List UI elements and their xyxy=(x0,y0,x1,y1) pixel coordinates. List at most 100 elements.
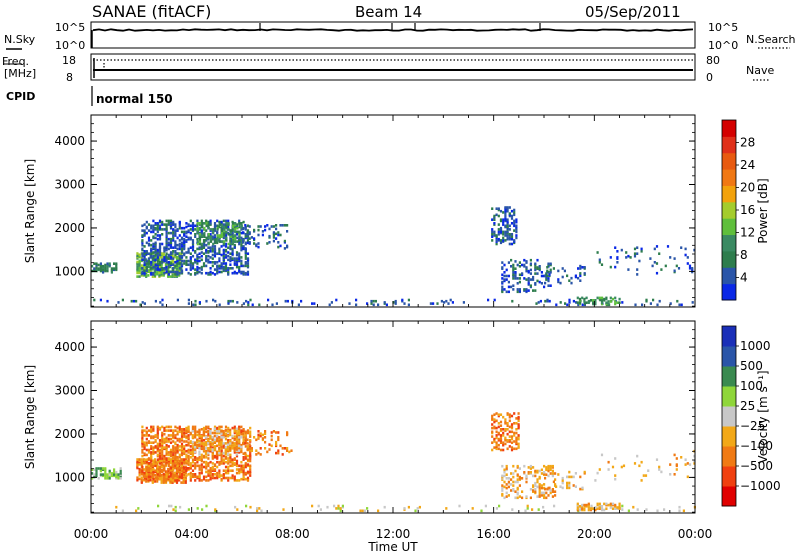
cpid-label: CPID xyxy=(6,90,35,103)
echo-cell xyxy=(618,507,621,510)
echo-cell xyxy=(407,505,410,509)
echo-cell xyxy=(518,288,521,291)
echo-cell xyxy=(201,234,204,237)
echo-cell xyxy=(196,507,199,510)
echo-cell xyxy=(275,443,278,446)
echo-cell xyxy=(515,236,518,240)
echo-cell xyxy=(106,477,109,480)
echo-cell xyxy=(189,264,192,268)
echo-cell xyxy=(506,412,509,415)
echo-cell xyxy=(514,496,517,500)
echo-cell xyxy=(366,302,369,305)
echo-cell xyxy=(227,426,230,430)
echo-cell xyxy=(147,448,151,452)
echo-cell xyxy=(187,428,190,431)
echo-cell xyxy=(171,470,174,473)
echo-cell xyxy=(191,447,195,451)
echo-cell xyxy=(207,241,210,245)
echo-cell xyxy=(189,440,192,443)
echo-cell xyxy=(185,225,188,229)
echo-cell xyxy=(513,447,516,451)
echo-cell xyxy=(238,230,241,234)
echo-cell xyxy=(238,425,241,429)
echo-cell xyxy=(636,252,639,255)
echo-cell xyxy=(502,236,505,240)
echo-cell xyxy=(545,496,548,500)
echo-cell xyxy=(161,298,164,302)
echo-cell xyxy=(568,301,571,304)
echo-cell xyxy=(503,279,506,283)
echo-cell xyxy=(231,222,235,225)
echo-cell xyxy=(545,272,548,275)
echo-cell xyxy=(226,453,230,456)
echo-cell xyxy=(561,267,564,270)
echo-cell xyxy=(513,219,516,223)
echo-cell xyxy=(502,220,505,224)
echo-cell xyxy=(523,277,526,280)
echo-cell xyxy=(523,258,526,262)
colorbar-segment xyxy=(722,426,736,447)
echo-cell xyxy=(141,270,144,274)
echo-cell xyxy=(143,261,146,264)
echo-cell xyxy=(503,496,506,500)
echo-cell xyxy=(165,248,168,252)
echo-cell xyxy=(233,435,236,438)
echo-cell xyxy=(587,502,590,506)
echo-cell xyxy=(183,477,186,481)
echo-cell xyxy=(165,425,168,429)
echo-cell xyxy=(153,480,157,483)
echo-cell xyxy=(534,268,537,272)
echo-cell xyxy=(200,442,203,445)
echo-cell xyxy=(238,479,241,482)
echo-cell xyxy=(180,254,184,258)
echo-cell xyxy=(153,458,157,461)
echo-cell xyxy=(224,269,228,273)
echo-cell xyxy=(532,278,535,281)
echo-cell xyxy=(207,246,210,249)
echo-cell xyxy=(174,456,177,459)
echo-cell xyxy=(176,262,179,265)
echo-cell xyxy=(154,469,157,472)
echo-cell xyxy=(173,255,176,259)
echo-cell xyxy=(209,235,213,238)
echo-cell xyxy=(218,303,221,307)
echo-cell xyxy=(187,247,190,251)
echo-cell xyxy=(447,302,450,305)
echo-cell xyxy=(653,261,656,264)
echo-cell xyxy=(551,488,554,491)
echo-cell xyxy=(557,278,560,281)
echo-cell xyxy=(187,298,190,302)
echo-cell xyxy=(514,277,517,280)
echo-cell xyxy=(534,474,537,478)
echo-cell xyxy=(200,479,203,482)
echo-cell xyxy=(337,504,340,508)
echo-cell xyxy=(216,471,219,475)
echo-cell xyxy=(566,484,569,487)
echo-cell xyxy=(140,257,143,260)
echo-cell xyxy=(165,268,168,271)
echo-cell xyxy=(517,419,520,423)
echo-cell xyxy=(147,239,151,242)
echo-cell xyxy=(268,227,271,231)
echo-cell xyxy=(249,435,252,438)
echo-cell xyxy=(575,301,578,304)
echo-cell xyxy=(106,262,109,265)
echo-cell xyxy=(348,302,351,305)
echo-cell xyxy=(234,230,237,234)
echo-cell xyxy=(227,242,230,246)
echo-cell xyxy=(193,445,197,449)
ytick-label: 1000 xyxy=(54,470,85,484)
echo-cell xyxy=(242,464,245,468)
echo-cell xyxy=(231,229,234,232)
echo-cell xyxy=(202,439,206,442)
echo-cell xyxy=(264,228,267,232)
echo-cell xyxy=(220,445,223,449)
echo-cell xyxy=(235,263,239,266)
echo-cell xyxy=(117,301,120,304)
echo-cell xyxy=(414,509,417,513)
echo-cell xyxy=(233,428,236,432)
echo-cell xyxy=(328,303,331,307)
echo-cell xyxy=(605,301,608,304)
echo-cell xyxy=(156,477,159,481)
